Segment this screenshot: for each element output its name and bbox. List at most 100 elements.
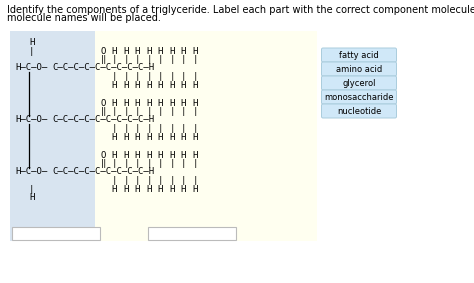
Text: |: |	[112, 72, 117, 81]
Text: |: |	[158, 107, 163, 116]
Text: H: H	[123, 151, 128, 160]
Text: |: |	[112, 124, 117, 133]
Text: H: H	[192, 151, 198, 160]
Text: ‖: ‖	[100, 55, 106, 64]
Text: molecule names will be placed.: molecule names will be placed.	[7, 13, 161, 23]
Text: H: H	[192, 98, 198, 108]
Text: |: |	[158, 176, 163, 185]
Text: |: |	[123, 55, 128, 64]
Text: H: H	[112, 80, 117, 89]
Text: |: |	[169, 107, 175, 116]
Text: H: H	[123, 185, 128, 194]
Text: |: |	[135, 159, 140, 168]
Text: glycerol: glycerol	[342, 78, 376, 87]
Text: |: |	[181, 72, 186, 81]
Text: C–C–C–C–C–C–C–C–C–H: C–C–C–C–C–C–C–C–C–H	[52, 168, 154, 177]
Text: H: H	[123, 98, 128, 108]
Text: |: |	[169, 72, 175, 81]
Bar	[10, 31, 113, 241]
Text: O: O	[100, 98, 106, 108]
Text: O: O	[100, 46, 106, 55]
Text: |: |	[123, 72, 128, 81]
Text: |: |	[192, 159, 198, 168]
Text: |: |	[112, 55, 117, 64]
Text: H: H	[192, 132, 198, 142]
Text: H: H	[112, 185, 117, 194]
Text: H: H	[146, 151, 152, 160]
FancyBboxPatch shape	[321, 48, 396, 62]
Text: |: |	[192, 55, 198, 64]
Text: H: H	[158, 151, 163, 160]
Text: |: |	[146, 55, 152, 64]
Text: H: H	[112, 151, 117, 160]
Text: H: H	[146, 80, 152, 89]
Text: H: H	[146, 132, 152, 142]
Text: H: H	[135, 98, 140, 108]
Text: H: H	[135, 132, 140, 142]
Text: |: |	[135, 55, 140, 64]
Text: |: |	[169, 55, 175, 64]
Text: Identify the components of a triglyceride. Label each part with the correct comp: Identify the components of a triglycerid…	[7, 5, 474, 15]
Text: |: |	[192, 176, 198, 185]
FancyBboxPatch shape	[321, 62, 396, 76]
Text: H: H	[169, 185, 175, 194]
Text: H: H	[169, 98, 175, 108]
Text: |: |	[192, 124, 198, 133]
Text: H: H	[169, 132, 175, 142]
Text: monosaccharide: monosaccharide	[324, 93, 394, 102]
Bar	[95, 31, 317, 241]
Text: nucleotide: nucleotide	[337, 106, 381, 115]
Text: H: H	[192, 80, 198, 89]
Text: |: |	[112, 176, 117, 185]
Text: H: H	[169, 46, 175, 55]
Text: H: H	[146, 185, 152, 194]
Text: amino acid: amino acid	[336, 65, 382, 74]
Text: H: H	[123, 132, 128, 142]
Text: |: |	[169, 176, 175, 185]
Text: H: H	[192, 185, 198, 194]
Text: |: |	[158, 159, 163, 168]
Text: H: H	[158, 132, 163, 142]
Text: |: |	[112, 107, 117, 116]
Text: H: H	[169, 80, 175, 89]
Text: O: O	[100, 151, 106, 160]
Text: |: |	[158, 55, 163, 64]
Text: |: |	[123, 176, 128, 185]
Text: |: |	[169, 124, 175, 133]
Text: |: |	[29, 46, 35, 55]
Text: |: |	[192, 72, 198, 81]
Text: |: |	[146, 124, 152, 133]
Text: |: |	[123, 159, 128, 168]
Text: H: H	[29, 38, 35, 47]
Text: H: H	[158, 46, 163, 55]
Text: H: H	[158, 185, 163, 194]
Text: H: H	[181, 132, 186, 142]
Text: |: |	[181, 176, 186, 185]
Text: H–C–O—: H–C–O—	[15, 115, 47, 125]
Text: C–C–C–C–C–C–C–C–C–H: C–C–C–C–C–C–C–C–C–H	[52, 63, 154, 72]
Text: H: H	[181, 80, 186, 89]
Text: H: H	[135, 185, 140, 194]
Text: |: |	[146, 176, 152, 185]
Text: |: |	[135, 72, 140, 81]
Text: H: H	[112, 46, 117, 55]
Text: H: H	[158, 98, 163, 108]
Text: H: H	[181, 46, 186, 55]
Text: H: H	[181, 151, 186, 160]
Text: |: |	[112, 159, 117, 168]
Text: C–C–C–C–C–C–C–C–C–H: C–C–C–C–C–C–C–C–C–H	[52, 115, 154, 125]
Text: |: |	[123, 107, 128, 116]
Text: H: H	[135, 46, 140, 55]
Text: H: H	[123, 46, 128, 55]
Bar	[148, 227, 236, 240]
Text: |: |	[181, 55, 186, 64]
Text: ‖: ‖	[100, 159, 106, 168]
Text: H: H	[146, 46, 152, 55]
Text: |: |	[158, 124, 163, 133]
Text: |: |	[192, 107, 198, 116]
FancyBboxPatch shape	[321, 90, 396, 104]
Text: |: |	[169, 159, 175, 168]
Text: H: H	[192, 46, 198, 55]
Text: |: |	[181, 159, 186, 168]
Text: H: H	[123, 80, 128, 89]
